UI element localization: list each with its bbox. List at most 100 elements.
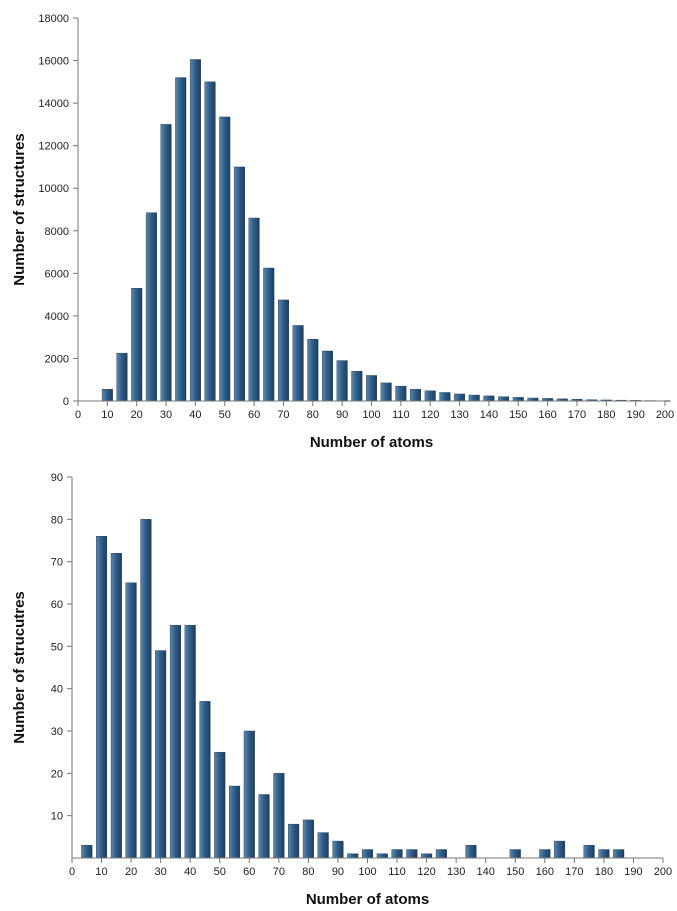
chart-top-bar bbox=[233, 166, 245, 402]
chart-top-svg: 0 10 20 30 40 50 60 70 80 90 100 110 120 130 140 150 160… bbox=[11, 13, 674, 451]
chart-top-x-axis-title: Number of atoms bbox=[310, 434, 433, 451]
chart-bottom-bar bbox=[465, 845, 477, 859]
chart-bottom-bar bbox=[332, 840, 344, 859]
chart-top-bar bbox=[410, 389, 422, 402]
chart-bottom-x-tick-label: 100 bbox=[358, 866, 376, 878]
chart-bottom-bar bbox=[302, 819, 314, 859]
chart-top-bar bbox=[498, 396, 510, 402]
chart-top-x-tick-label: 190 bbox=[626, 409, 644, 421]
chart-bottom-svg: 0 10 20 30 40 50 60 70 80 90 100 110 120 130 140 150 160… bbox=[11, 472, 672, 908]
chart-bottom-bar bbox=[509, 849, 521, 859]
chart-bottom-x-tick-label: 30 bbox=[155, 866, 167, 878]
chart-top-bar bbox=[160, 124, 172, 402]
chart-top-x-tick-label: 40 bbox=[189, 409, 201, 421]
chart-top-bar bbox=[219, 116, 231, 402]
chart-top-y-tick-label: 6000 bbox=[45, 268, 69, 280]
chart-top-bar bbox=[424, 390, 436, 402]
chart-top-bar bbox=[307, 339, 319, 402]
chart-top-x-tick-label: 150 bbox=[509, 409, 527, 421]
chart-bottom-x-tick-label: 140 bbox=[477, 866, 495, 878]
chart-bottom-bar bbox=[140, 519, 152, 859]
chart-bottom-bar bbox=[288, 823, 300, 859]
chart-bottom-bar bbox=[273, 773, 285, 859]
chart-bottom-y-tick-label: 30 bbox=[51, 726, 63, 738]
chart-bottom-bar bbox=[598, 849, 610, 859]
chart-top-bar bbox=[277, 299, 289, 402]
chart-bottom-y-tick-label: 20 bbox=[51, 768, 63, 780]
chart-bottom-bars bbox=[81, 519, 625, 859]
chart-bottom-x-axis-title: Number of atoms bbox=[306, 891, 429, 908]
chart-top-y-axis-title: Number of structures bbox=[11, 133, 28, 286]
chart-bottom-x-tick-label: 180 bbox=[595, 866, 613, 878]
chart-bottom-bar bbox=[361, 849, 374, 859]
chart-bottom-y-tick-label: 70 bbox=[51, 557, 63, 569]
chart-bottom-y-tick-label: 80 bbox=[51, 514, 63, 526]
chart-top-y-tick-label: 12000 bbox=[38, 141, 69, 153]
chart-top-bar bbox=[263, 267, 275, 402]
chart-bottom-y-tick-label: 10 bbox=[51, 811, 63, 823]
chart-top-bar bbox=[395, 385, 407, 402]
chart-top-x-tick-label: 30 bbox=[160, 409, 172, 421]
chart-top-bar bbox=[454, 393, 466, 402]
chart-bottom-bar bbox=[554, 840, 566, 859]
chart-bottom-bar bbox=[376, 853, 388, 859]
chart-bottom-x-tick-label: 110 bbox=[388, 866, 406, 878]
chart-top-bar bbox=[189, 59, 201, 402]
chart-top-x-tick-label: 130 bbox=[450, 409, 468, 421]
chart-top-x-tick-label: 80 bbox=[307, 409, 319, 421]
chart-bottom-x-tick-label: 10 bbox=[95, 866, 107, 878]
chart-bottom-bar bbox=[169, 624, 181, 859]
chart-bottom-x-tick-label: 20 bbox=[125, 866, 137, 878]
chart-top-x-tick-label: 100 bbox=[362, 409, 380, 421]
chart-top-y-tick-label: 2000 bbox=[45, 353, 69, 365]
chart-bottom-x-tick-label: 130 bbox=[447, 866, 465, 878]
chart-top-y-tick-label: 4000 bbox=[45, 311, 69, 323]
chart-top-bar bbox=[321, 350, 333, 402]
chart-top-bar bbox=[131, 288, 143, 402]
chart-bottom-y-tick-label: 90 bbox=[51, 472, 63, 484]
chart-bottom-bar bbox=[258, 794, 270, 859]
chart-top-bar bbox=[380, 382, 392, 402]
chart-bottom-bar bbox=[317, 832, 329, 859]
chart-top-bar bbox=[439, 392, 451, 402]
chart-bottom-y-axis-title: Number of strucutres bbox=[11, 591, 28, 744]
chart-bottom-bar bbox=[96, 536, 108, 859]
chart-top-bars bbox=[101, 59, 671, 402]
chart-top-x-tick-label: 110 bbox=[392, 409, 410, 421]
chart-top-x-tick-label: 10 bbox=[101, 409, 113, 421]
chart-top-x-tick-label: 140 bbox=[480, 409, 498, 421]
chart-bottom-axes: 0 10 20 30 40 50 60 70 80 90 100 110 120 130 140 150 160… bbox=[51, 472, 672, 878]
chart-bottom-bar bbox=[406, 849, 418, 859]
chart-bottom-x-tick-label: 80 bbox=[302, 866, 314, 878]
chart-bottom-bar bbox=[243, 730, 255, 859]
chart-top-x-tick-label: 70 bbox=[277, 409, 289, 421]
chart-bottom-y-tick-label: 50 bbox=[51, 641, 63, 653]
chart-top-x-tick-label: 160 bbox=[538, 409, 556, 421]
chart-top-bar bbox=[116, 352, 128, 402]
chart-top-bar bbox=[468, 394, 480, 402]
chart-bottom-y-tick-label: 60 bbox=[51, 599, 63, 611]
chart-top-y-tick-label: 8000 bbox=[45, 226, 69, 238]
chart-bottom-x-tick-label: 160 bbox=[536, 866, 554, 878]
chart-bottom-bar bbox=[539, 849, 551, 859]
chart-bottom-bar bbox=[229, 785, 241, 859]
chart-top-x-tick-label: 120 bbox=[421, 409, 439, 421]
chart-bottom-bar bbox=[184, 624, 196, 859]
chart-top-y-tick-label: 16000 bbox=[38, 56, 69, 68]
chart-bottom-x-tick-label: 60 bbox=[243, 866, 255, 878]
chart-top-bar bbox=[512, 397, 524, 402]
chart-top-bar bbox=[366, 375, 377, 402]
chart-top-bar bbox=[145, 212, 157, 402]
chart-top-x-tick-label: 200 bbox=[656, 409, 674, 421]
chart-bottom-x-tick-label: 150 bbox=[506, 866, 524, 878]
chart-bottom-bar bbox=[110, 552, 122, 859]
chart-top-bar bbox=[204, 81, 216, 402]
chart-top-x-tick-label: 180 bbox=[597, 409, 615, 421]
chart-bottom-y-tick-label: 40 bbox=[51, 684, 63, 696]
chart-bottom-bar bbox=[583, 845, 595, 859]
chart-bottom-x-tick-label: 200 bbox=[654, 866, 672, 878]
chart-bottom-bar bbox=[421, 853, 433, 859]
chart-bottom-x-tick-label: 90 bbox=[332, 866, 344, 878]
chart-bottom-bar bbox=[214, 751, 226, 859]
chart-bottom-x-tick-label: 120 bbox=[417, 866, 435, 878]
